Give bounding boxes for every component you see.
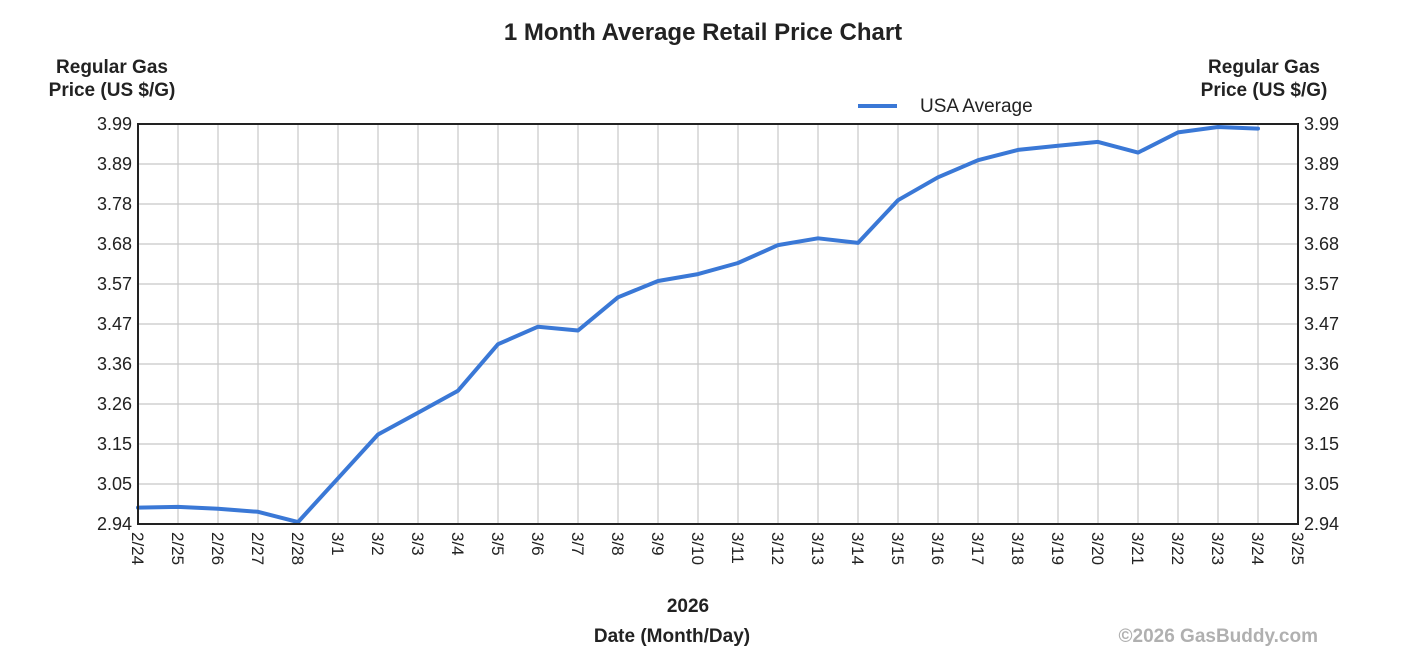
y-tick-label-left: 3.47 xyxy=(97,314,132,334)
y-tick-label-right: 3.26 xyxy=(1304,394,1339,414)
x-tick-label: 2/27 xyxy=(248,532,267,565)
chart-title: 1 Month Average Retail Price Chart xyxy=(504,19,902,46)
y-tick-label-right: 3.68 xyxy=(1304,234,1339,254)
x-tick-label: 3/15 xyxy=(888,532,907,565)
copyright-text: ©2026 GasBuddy.com xyxy=(1119,626,1319,647)
y-axis-title-right-line2: Price (US $/G) xyxy=(1201,80,1328,101)
y-axis-right: 3.99 3.89 3.78 3.68 3.57 3.47 3.36 3.26 3.15 3.05… xyxy=(1304,114,1339,534)
x-tick-label: 3/8 xyxy=(608,532,627,556)
x-tick-label: 3/20 xyxy=(1088,532,1107,565)
y-tick-label-left: 3.36 xyxy=(97,354,132,374)
x-tick-label: 3/19 xyxy=(1048,532,1067,565)
x-tick-label: 3/2 xyxy=(368,532,387,556)
legend-label: USA Average xyxy=(920,96,1033,117)
x-tick-label: 3/9 xyxy=(648,532,667,556)
x-tick-label: 2/26 xyxy=(208,532,227,565)
series-line-usa-average xyxy=(136,125,1260,525)
x-tick-label: 2/28 xyxy=(288,532,307,565)
x-tick-label: 3/6 xyxy=(528,532,547,556)
y-tick-label-left: 3.99 xyxy=(97,114,132,134)
y-tick-label-right: 2.94 xyxy=(1304,514,1339,534)
plot-frame xyxy=(137,123,1299,525)
y-tick-label-right: 3.78 xyxy=(1304,194,1339,214)
y-tick-label-right: 3.99 xyxy=(1304,114,1339,134)
legend: USA Average xyxy=(858,96,1033,117)
y-tick-label-right: 3.47 xyxy=(1304,314,1339,334)
x-tick-label: 3/1 xyxy=(328,532,347,556)
x-axis-year-label: 2026 xyxy=(667,596,709,617)
x-tick-label: 3/18 xyxy=(1008,532,1027,565)
y-tick-label-left: 3.15 xyxy=(97,434,132,454)
x-tick-label: 3/17 xyxy=(968,532,987,565)
y-tick-label-right: 3.05 xyxy=(1304,474,1339,494)
x-tick-label: 3/23 xyxy=(1208,532,1227,565)
x-tick-label: 3/25 xyxy=(1288,532,1307,565)
x-tick-label: 3/24 xyxy=(1248,532,1267,565)
x-tick-label: 2/25 xyxy=(168,532,187,565)
y-axis-title-left-line2: Price (US $/G) xyxy=(49,80,176,101)
x-tick-label: 3/22 xyxy=(1168,532,1187,565)
grid xyxy=(137,123,1299,525)
x-tick-label: 3/13 xyxy=(808,532,827,565)
x-tick-label: 3/4 xyxy=(448,532,467,556)
y-tick-label-left: 3.68 xyxy=(97,234,132,254)
x-tick-label: 3/3 xyxy=(408,532,427,556)
y-tick-label-left: 2.94 xyxy=(97,514,132,534)
x-tick-label: 3/14 xyxy=(848,532,867,565)
y-axis-title-right-line1: Regular Gas xyxy=(1208,57,1320,78)
x-tick-label: 3/11 xyxy=(728,532,747,564)
y-tick-label-left: 3.78 xyxy=(97,194,132,214)
y-tick-label-left: 3.89 xyxy=(97,154,132,174)
y-tick-label-left: 3.26 xyxy=(97,394,132,414)
y-tick-label-right: 3.15 xyxy=(1304,434,1339,454)
x-tick-label: 3/10 xyxy=(688,532,707,565)
x-tick-label: 3/5 xyxy=(488,532,507,556)
y-axis-title-left-line1: Regular Gas xyxy=(56,57,168,78)
y-tick-label-right: 3.89 xyxy=(1304,154,1339,174)
x-tick-label: 3/12 xyxy=(768,532,787,565)
x-tick-label: 3/16 xyxy=(928,532,947,565)
x-axis-title: Date (Month/Day) xyxy=(594,626,750,647)
x-tick-label: 3/21 xyxy=(1128,532,1147,565)
y-tick-label-left: 3.57 xyxy=(97,274,132,294)
x-tick-label: 2/24 xyxy=(128,532,147,565)
x-tick-label: 3/7 xyxy=(568,532,587,556)
y-tick-label-left: 3.05 xyxy=(97,474,132,494)
y-tick-label-right: 3.57 xyxy=(1304,274,1339,294)
y-tick-label-right: 3.36 xyxy=(1304,354,1339,374)
series-layer xyxy=(136,125,1260,525)
x-axis: 2/24 2/25 2/26 2/27 2/28 3/1 3/2 3/3 3/4 3/5 3/6 3/… xyxy=(128,532,1307,565)
y-axis-left: 3.99 3.89 3.78 3.68 3.57 3.47 3.36 3.26 3.15 3.05… xyxy=(97,114,132,534)
